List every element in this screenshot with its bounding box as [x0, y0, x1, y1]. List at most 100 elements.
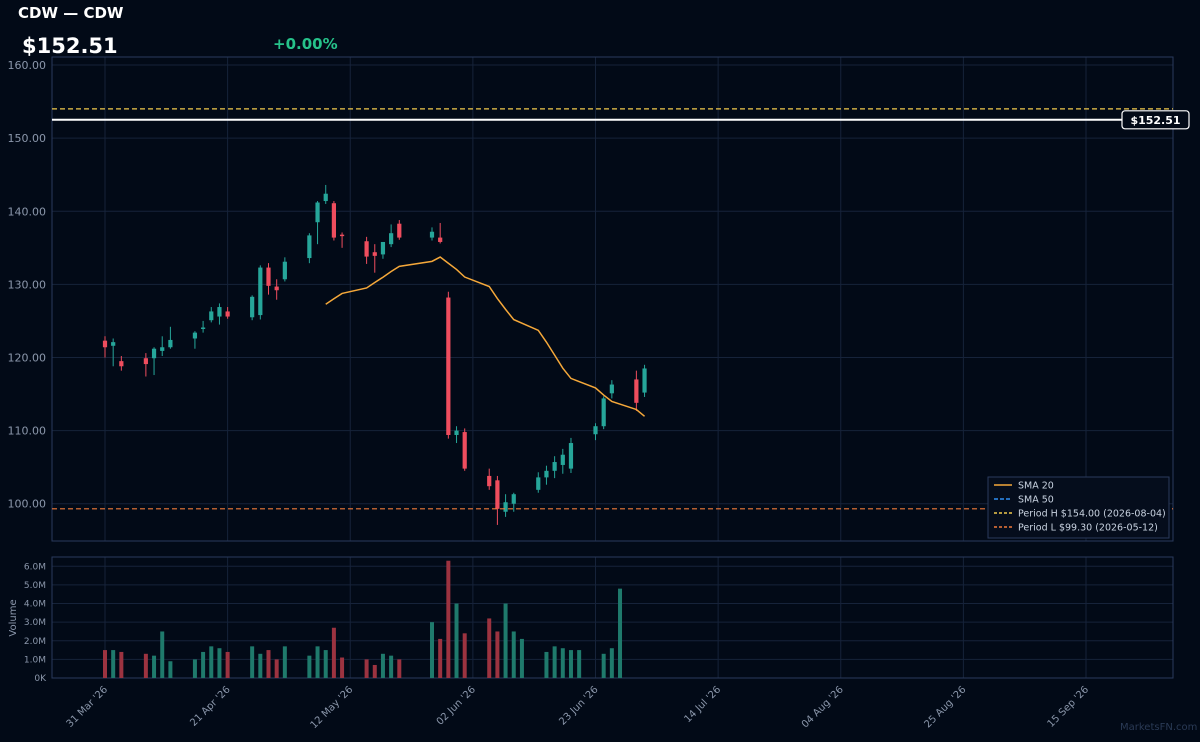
price-panel-frame: [51, 56, 1174, 542]
candle-body: [503, 502, 508, 512]
volume-bar: [601, 653, 606, 678]
time-tick-label: 15 Sep '26: [1046, 684, 1092, 730]
legend-label: Period H $154.00 (2026-08-04): [1018, 509, 1166, 520]
candle-body: [609, 384, 614, 394]
candle: [225, 307, 230, 319]
candle-body: [315, 202, 320, 223]
volume-bar: [618, 588, 623, 678]
candle: [568, 437, 574, 474]
volume-bar: [454, 603, 459, 678]
candle: [552, 456, 557, 479]
time-tick-label: 23 Jun '26: [557, 684, 600, 727]
volume-bar: [217, 648, 222, 678]
time-tick-label: 31 Mar '26: [65, 684, 111, 730]
chart-title: CDW — CDW: [18, 4, 124, 22]
time-tick-label: 25 Aug '26: [922, 684, 968, 730]
candle: [364, 236, 369, 264]
time-tick-label: 21 Apr '26: [188, 684, 232, 728]
candle: [462, 428, 467, 471]
candle-body: [151, 348, 157, 359]
candle-body: [331, 203, 336, 238]
candle-body: [217, 307, 222, 317]
volume-bar: [430, 622, 434, 678]
candle: [429, 227, 435, 241]
volume-bar: [143, 653, 148, 678]
candle: [119, 356, 124, 371]
price-grid: [52, 57, 1173, 541]
candle-body: [323, 193, 328, 202]
candle: [315, 201, 320, 245]
watermark: MarketsFN.com: [1120, 722, 1198, 733]
volume-bar: [152, 655, 157, 678]
last-price: $152.51: [22, 34, 118, 58]
volume-bar: [323, 650, 328, 678]
candle: [487, 468, 492, 490]
volume-bar: [462, 633, 467, 678]
candle-body: [568, 443, 574, 469]
volume-bar: [258, 653, 263, 678]
volume-bar: [201, 651, 206, 678]
candle: [544, 465, 549, 485]
candle-body: [209, 311, 214, 321]
price-tick-label: 110.00: [8, 425, 47, 438]
volume-tick-label: 5.0M: [24, 581, 46, 591]
candle-body: [446, 297, 451, 435]
candle-body: [487, 475, 492, 487]
candle-body: [102, 340, 108, 348]
volume-axis: 0K 1.0M 2.0M 3.0M 4.0M 5.0M 6.0M: [24, 562, 47, 684]
volume-bar: [446, 560, 451, 678]
candle-body: [111, 342, 116, 346]
volume-tick-label: 1.0M: [24, 655, 46, 665]
price-tick-label: 150.00: [8, 132, 47, 145]
candle: [331, 201, 336, 241]
volume-bar: [495, 631, 500, 678]
volume-bar: [577, 650, 582, 678]
volume-bar: [438, 638, 443, 678]
candle: [642, 364, 647, 397]
candle-body: [250, 296, 255, 318]
candle: [274, 279, 279, 300]
volume-bar: [331, 627, 336, 678]
volume-bar: [111, 650, 116, 678]
candle-body: [454, 430, 459, 435]
candle-body: [380, 241, 386, 255]
price-axis: 100.00 110.00 120.00 130.00 140.00 150.00 160.…: [8, 59, 47, 511]
candle: [593, 423, 598, 441]
candle-body: [429, 231, 435, 238]
candle: [192, 331, 198, 349]
candle: [446, 291, 451, 439]
candle: [160, 336, 165, 357]
volume-bar: [544, 651, 549, 678]
candle: [323, 184, 328, 204]
candle: [634, 370, 639, 411]
volume-bar: [119, 651, 124, 678]
candle-body: [225, 311, 230, 317]
legend-label: Period L $99.30 (2026-05-12): [1018, 523, 1158, 534]
candle-body: [438, 237, 443, 242]
candle-body: [372, 252, 377, 256]
candle: [503, 494, 508, 517]
last-price-tag: [1121, 110, 1190, 130]
price-change: +0.00%: [273, 35, 338, 53]
time-tick-label: 12 May '26: [309, 684, 356, 731]
candle: [339, 232, 345, 248]
volume-tick-label: 3.0M: [24, 618, 46, 628]
candle-body: [282, 261, 287, 280]
volume-bars: [103, 560, 623, 678]
candle: [250, 295, 255, 321]
volume-tick-label: 6.0M: [24, 562, 46, 572]
candle-body: [552, 462, 557, 471]
candle: [209, 307, 214, 323]
time-tick-label: 04 Aug '26: [800, 684, 846, 730]
candle: [168, 326, 173, 349]
volume-bar: [609, 648, 614, 678]
volume-bar: [519, 638, 524, 678]
candle: [601, 396, 606, 430]
legend-label: SMA 50: [1018, 495, 1054, 506]
candle-body: [593, 426, 598, 435]
x-axis: 31 Mar '26 21 Apr '26 12 May '26 02 Jun '26…: [65, 684, 1092, 731]
volume-bar: [168, 661, 173, 678]
legend-box: [987, 476, 1170, 539]
candle-body: [266, 267, 271, 286]
candle-body: [560, 454, 565, 465]
